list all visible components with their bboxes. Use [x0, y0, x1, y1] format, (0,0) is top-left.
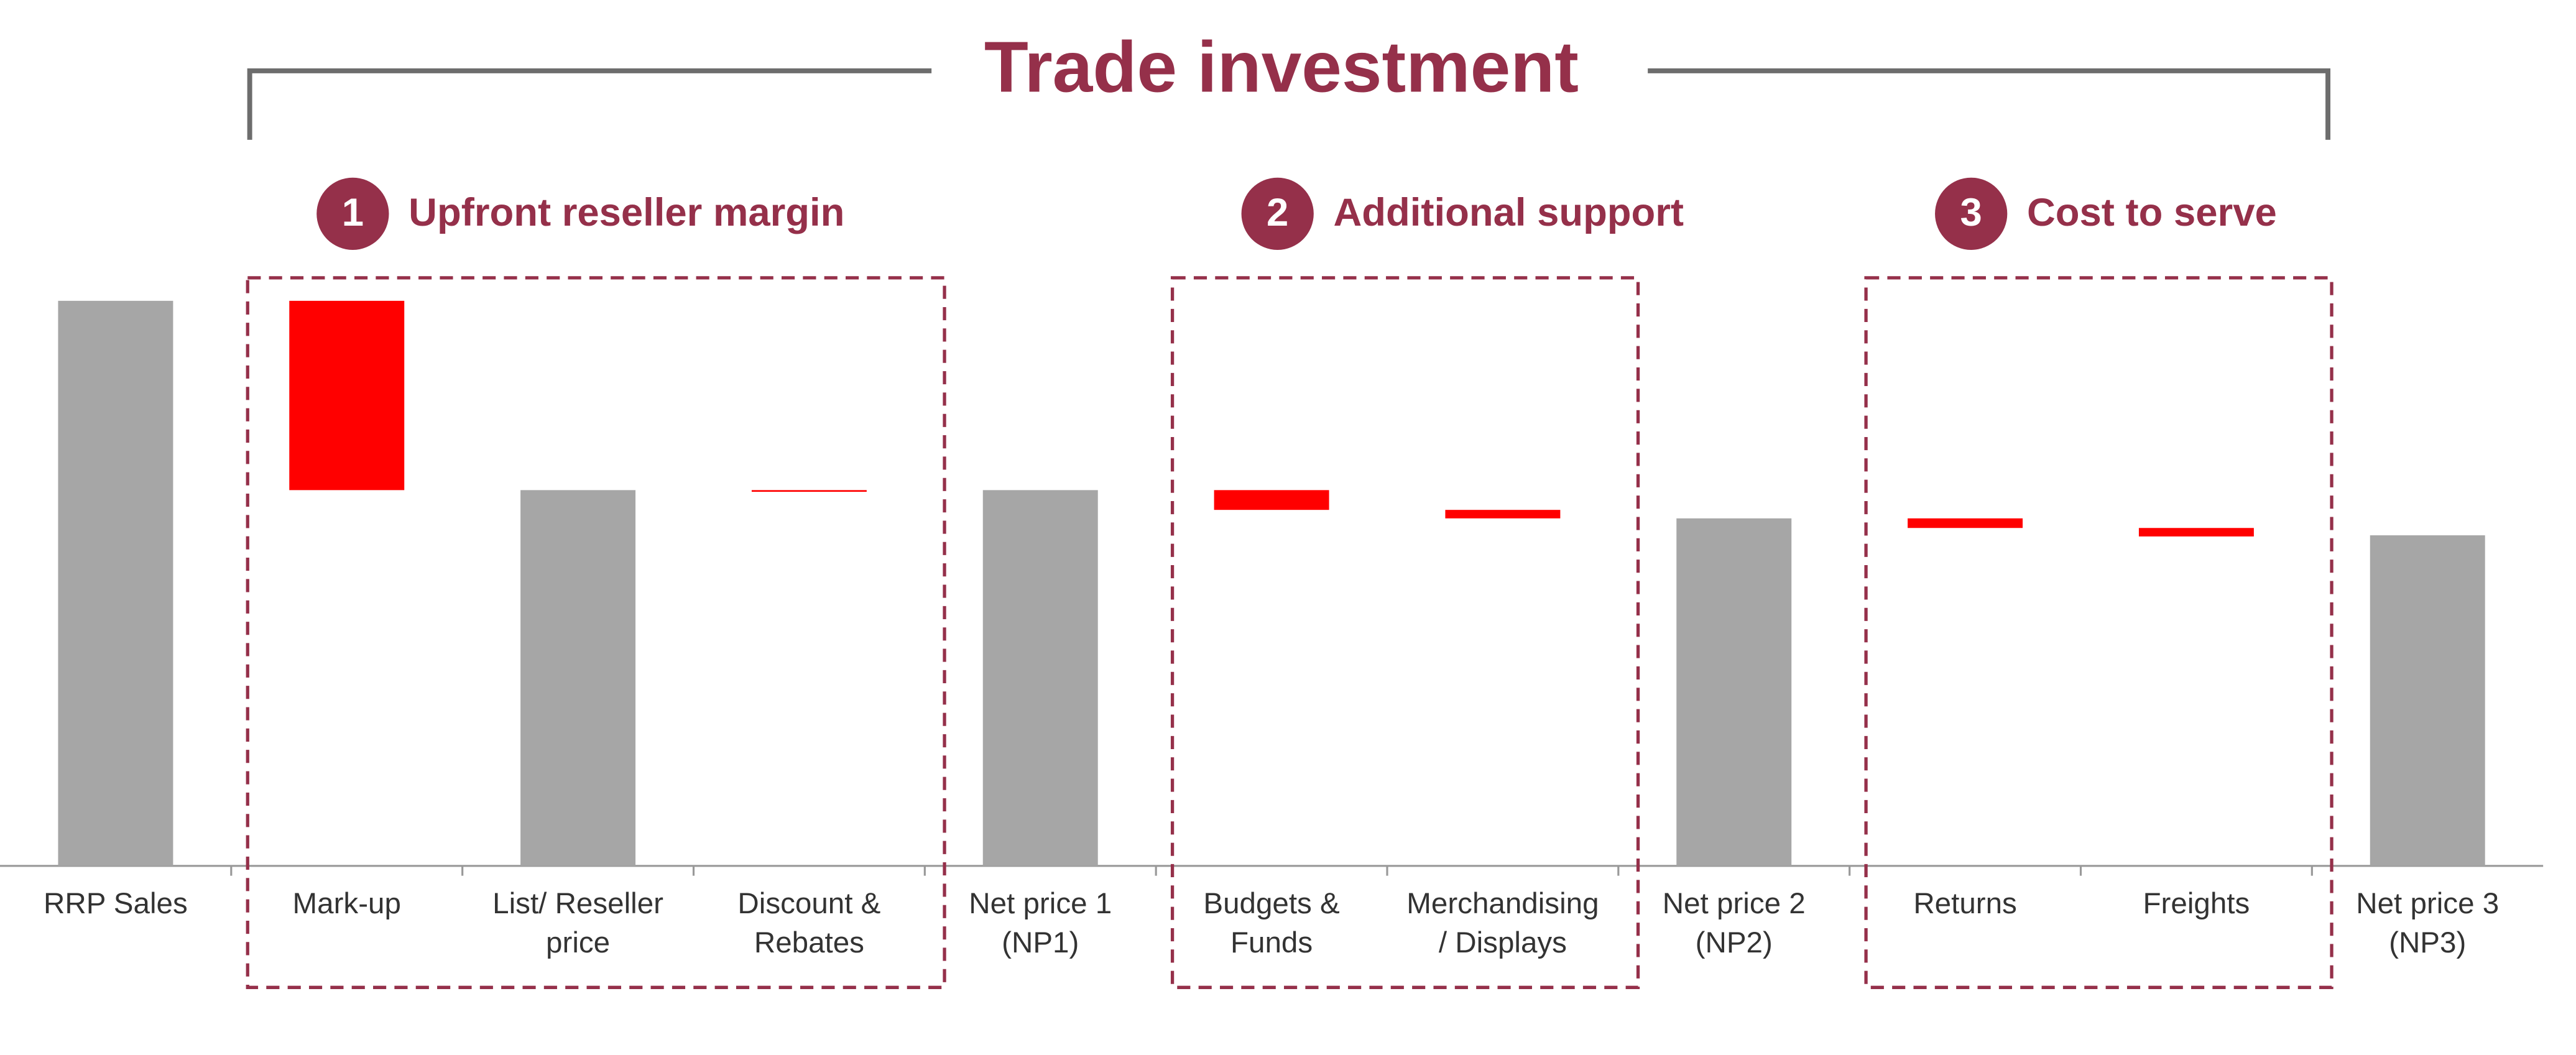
- decrease-bar: [2138, 528, 2254, 537]
- decrease-bar: [289, 300, 405, 491]
- bracket-left: [247, 68, 932, 140]
- x-tick-label: Rebates: [754, 926, 864, 959]
- decrease-bar: [751, 490, 867, 492]
- group-number: 3: [1960, 191, 1982, 234]
- x-tick-label: (NP2): [1696, 926, 1773, 959]
- group-box: [1170, 276, 1640, 989]
- group-box: [1864, 276, 2334, 989]
- total-bar: [2370, 535, 2485, 866]
- total-bar: [58, 300, 173, 866]
- decrease-bar: [1445, 510, 1561, 518]
- total-bar: [520, 490, 636, 866]
- x-tick-label: Funds: [1230, 926, 1313, 959]
- bracket-right: [1648, 68, 2330, 140]
- group-number: 1: [342, 191, 364, 234]
- x-tick-label: price: [546, 926, 610, 959]
- x-tick-label: (NP1): [1002, 926, 1079, 959]
- x-tick-label: / Displays: [1439, 926, 1567, 959]
- group-label: Additional support: [1334, 191, 1684, 234]
- chart-title: Trade investment: [984, 26, 1579, 107]
- x-tick-label: Returns: [1913, 887, 2016, 920]
- x-tick-label: Discount &: [737, 887, 880, 920]
- x-tick-label: Net price 1: [969, 887, 1112, 920]
- x-tick-label: Merchandising: [1406, 887, 1599, 920]
- group-badge: [316, 177, 389, 250]
- x-tick-label: List/ Reseller: [492, 887, 663, 920]
- group-number: 2: [1267, 191, 1288, 234]
- x-tick-label: Net price 2: [1663, 887, 1806, 920]
- decrease-bar: [1214, 490, 1329, 510]
- decrease-bar: [1908, 518, 2023, 528]
- group-box: [246, 276, 946, 989]
- total-bar: [1676, 518, 1792, 866]
- group-badge: [1935, 177, 2008, 250]
- group-badge: [1241, 177, 1314, 250]
- x-tick-label: Mark-up: [293, 887, 401, 920]
- x-tick-label: Net price 3: [2356, 887, 2499, 920]
- x-tick-label: Budgets &: [1203, 887, 1339, 920]
- group-label: Cost to serve: [2027, 191, 2277, 234]
- x-tick-label: RRP Sales: [44, 887, 188, 920]
- total-bar: [982, 490, 1098, 866]
- group-label: Upfront reseller margin: [409, 191, 844, 234]
- x-tick-label: (NP3): [2389, 926, 2466, 959]
- x-tick-label: Freights: [2143, 887, 2250, 920]
